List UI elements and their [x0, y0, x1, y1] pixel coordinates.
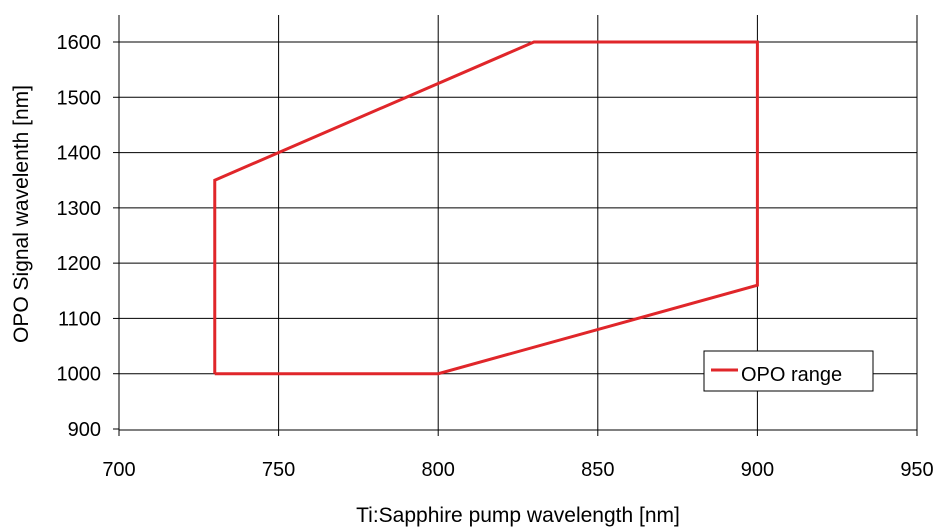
x-tick-label-800: 800 — [422, 459, 455, 481]
y-tick-label-1000: 1000 — [57, 364, 102, 386]
y-tick-label-1600: 1600 — [57, 32, 102, 54]
legend: OPO range — [703, 350, 874, 392]
x-tick-label-950: 950 — [900, 459, 933, 481]
series-line-opo-range — [213, 40, 759, 376]
legend-label-opo-range: OPO range — [741, 364, 842, 386]
y-tick-label-1400: 1400 — [57, 143, 102, 165]
x-tick-label-700: 700 — [102, 459, 135, 481]
y-tick-label-1300: 1300 — [57, 198, 102, 220]
series-layer — [213, 40, 759, 376]
y-tick-label-1100: 1100 — [58, 308, 101, 330]
y-axis-label: OPO Signal wavelenth [nm] — [10, 85, 33, 343]
x-tick-label-750: 750 — [262, 459, 295, 481]
x-axis-label: Ti:Sapphire pump wavelength [nm] — [356, 504, 680, 527]
y-tick-label-1500: 1500 — [57, 87, 102, 109]
x-tick-label-900: 900 — [741, 459, 774, 481]
y-tick-label-900: 900 — [68, 419, 101, 441]
axes — [113, 15, 918, 436]
x-tick-labels: 700 750 800 850 900 950 — [102, 459, 933, 481]
y-tick-labels: 900 1000 1100 1200 1300 1400 1500 1600 — [57, 32, 102, 441]
x-tick-label-850: 850 — [581, 459, 614, 481]
y-tick-label-1200: 1200 — [57, 253, 102, 275]
